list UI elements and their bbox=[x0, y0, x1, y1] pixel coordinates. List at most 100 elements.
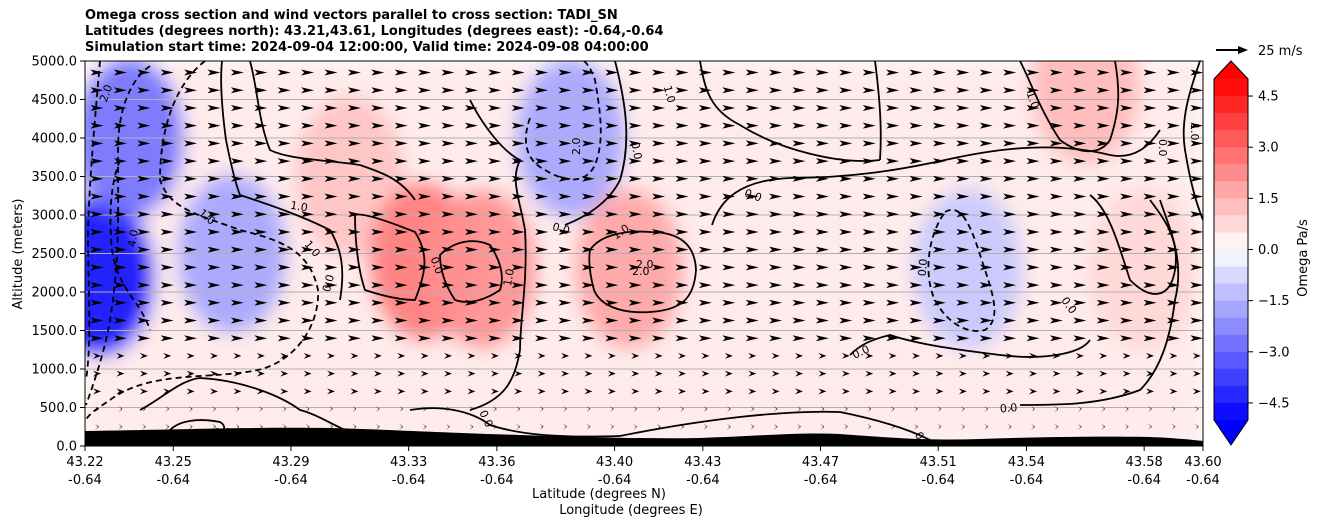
wind-arrow bbox=[1120, 104, 1134, 111]
wind-arrow bbox=[956, 211, 970, 218]
wind-arrow bbox=[581, 193, 595, 200]
wind-arrow bbox=[1073, 87, 1087, 94]
wind-arrow bbox=[371, 87, 385, 94]
wind-arrow bbox=[979, 317, 993, 324]
colorbar-extend-min bbox=[1214, 420, 1248, 445]
wind-arrow bbox=[235, 423, 240, 430]
wind-arrow bbox=[628, 193, 642, 200]
wind-arrow bbox=[909, 104, 923, 111]
wind-arrow bbox=[324, 317, 338, 324]
wind-arrow bbox=[516, 423, 521, 430]
wind-arrow bbox=[558, 335, 572, 342]
wind-arrow bbox=[909, 299, 923, 306]
wind-arrow bbox=[118, 423, 123, 430]
wind-arrow bbox=[535, 228, 549, 235]
wind-arrow bbox=[1096, 140, 1110, 147]
wind-arrow bbox=[1026, 87, 1040, 94]
colorbar-band bbox=[1214, 283, 1248, 302]
wind-arrow bbox=[1096, 211, 1110, 218]
wind-arrow bbox=[441, 87, 455, 94]
wind-arrow bbox=[1166, 122, 1180, 129]
wind-arrow bbox=[1049, 69, 1063, 76]
wind-arrow bbox=[160, 87, 174, 94]
wind-arrow bbox=[301, 335, 315, 342]
wind-arrow bbox=[675, 69, 689, 76]
wind-arrow bbox=[230, 317, 244, 324]
wind-arrow bbox=[748, 352, 757, 359]
wind-arrow bbox=[324, 193, 338, 200]
wind-arrow bbox=[113, 193, 127, 200]
wind-arrow bbox=[467, 388, 476, 395]
wind-arrow bbox=[839, 140, 853, 147]
wind-arrow bbox=[1143, 335, 1157, 342]
wind-arrow bbox=[605, 211, 619, 218]
wind-arrow bbox=[1143, 175, 1157, 182]
wind-arrow bbox=[605, 282, 619, 289]
x-tick-label-lon: -0.64 bbox=[156, 473, 190, 488]
wind-arrow bbox=[865, 352, 874, 359]
wind-arrow bbox=[820, 406, 825, 413]
wind-arrow bbox=[675, 299, 689, 306]
wind-arrow bbox=[982, 388, 991, 395]
wind-arrow bbox=[795, 352, 803, 359]
wind-arrow bbox=[418, 299, 432, 306]
wind-arrow bbox=[254, 335, 268, 342]
wind-arrow bbox=[862, 175, 876, 182]
wind-arrow bbox=[1166, 175, 1180, 182]
wind-arrow bbox=[745, 122, 759, 129]
wind-arrow bbox=[605, 104, 619, 111]
wind-arrow bbox=[581, 282, 595, 289]
wind-arrow bbox=[535, 299, 549, 306]
wind-arrow bbox=[139, 388, 148, 395]
wind-arrow bbox=[698, 175, 712, 182]
wind-arrow bbox=[581, 299, 595, 306]
wind-arrow bbox=[464, 246, 478, 253]
wind-arrow bbox=[373, 388, 382, 395]
wind-arrow bbox=[1003, 69, 1017, 76]
colorbar-label: Omega Pa/s bbox=[1296, 219, 1311, 297]
wind-arrow bbox=[581, 158, 595, 165]
wind-arrow bbox=[769, 211, 783, 218]
wind-arrow bbox=[277, 264, 291, 271]
wind-arrow bbox=[932, 228, 946, 235]
wind-arrow bbox=[254, 282, 268, 289]
wind-arrow bbox=[675, 211, 689, 218]
wind-arrow bbox=[956, 175, 970, 182]
wind-arrow bbox=[301, 140, 315, 147]
wind-arrow bbox=[371, 335, 385, 342]
wind-arrow bbox=[605, 158, 619, 165]
wind-arrow bbox=[1026, 335, 1040, 342]
terrain bbox=[85, 427, 1203, 446]
wind-arrow bbox=[464, 211, 478, 218]
wind-arrow bbox=[1099, 352, 1108, 359]
wind-arrow bbox=[698, 193, 712, 200]
wind-arrow bbox=[748, 370, 757, 377]
wind-arrow bbox=[1166, 104, 1180, 111]
wind-arrow bbox=[371, 158, 385, 165]
wind-arrow bbox=[1190, 246, 1203, 253]
wind-arrow bbox=[464, 228, 478, 235]
wind-arrow bbox=[184, 299, 198, 306]
wind-arrow bbox=[886, 317, 900, 324]
wind-arrow bbox=[1007, 423, 1012, 430]
wind-arrow bbox=[1031, 423, 1035, 430]
wind-arrow bbox=[210, 352, 218, 359]
wind-arrow bbox=[698, 140, 712, 147]
wind-arrow bbox=[792, 299, 806, 306]
wind-arrow bbox=[464, 87, 478, 94]
wind-arrow bbox=[280, 352, 289, 359]
wind-arrow bbox=[277, 158, 291, 165]
contour-label: 0.0 bbox=[743, 186, 764, 204]
y-tick-label: 500.0 bbox=[40, 401, 77, 416]
wind-arrow bbox=[815, 317, 829, 324]
wind-arrow bbox=[890, 423, 895, 430]
wind-arrow bbox=[163, 352, 172, 359]
contour-label: 2.0 bbox=[570, 138, 583, 156]
wind-arrow bbox=[979, 140, 993, 147]
wind-arrow bbox=[350, 370, 359, 377]
wind-arrow bbox=[1190, 175, 1203, 182]
colorbar-band bbox=[1214, 402, 1248, 421]
wind-arrow bbox=[324, 299, 338, 306]
wind-arrow bbox=[324, 87, 338, 94]
